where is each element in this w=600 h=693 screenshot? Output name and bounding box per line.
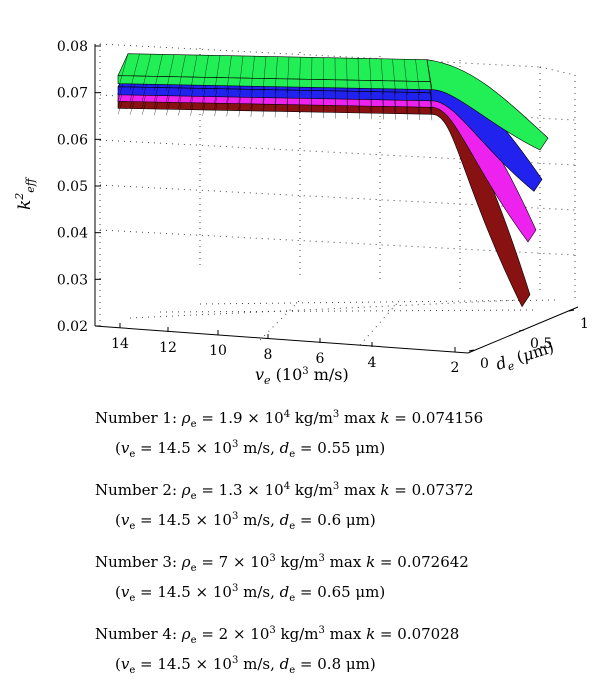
z-tick-label: 0.04 bbox=[57, 226, 88, 242]
legend-number-label: Number 1: bbox=[95, 409, 182, 427]
legend-line-2: (ve = 14.5 × 103 m/s, de = 0.6 μm) bbox=[95, 507, 595, 537]
legend-entry: Number 3: ρe = 7 × 103 kg/m3 max k = 0.0… bbox=[95, 549, 595, 609]
x-tick-label: 2 bbox=[451, 360, 460, 376]
z-axis-ticks: 0.02 0.03 0.04 0.05 0.06 0.07 0.08 bbox=[57, 39, 101, 335]
k-value: = 0.072642 bbox=[375, 553, 469, 571]
surfaces bbox=[118, 54, 548, 307]
rho-value: = 1.9 × 10 bbox=[197, 409, 284, 427]
x-tick-label: 14 bbox=[111, 336, 129, 352]
x-tick-label: 10 bbox=[209, 343, 227, 359]
k-symbol: k bbox=[366, 553, 375, 571]
legend-number-label: Number 4: bbox=[95, 625, 182, 643]
rho-unit: kg/m bbox=[276, 625, 319, 643]
rho-unit: kg/m bbox=[290, 481, 333, 499]
k-value: = 0.07028 bbox=[375, 625, 459, 643]
legend-number-label: Number 3: bbox=[95, 553, 182, 571]
de-symbol: d bbox=[280, 511, 290, 529]
legend-entry: Number 4: ρe = 2 × 103 kg/m3 max k = 0.0… bbox=[95, 621, 595, 681]
z-tick-label: 0.03 bbox=[57, 272, 88, 288]
legend-entry: Number 2: ρe = 1.3 × 104 kg/m3 max k = 0… bbox=[95, 477, 595, 537]
ve-unit: m/s, bbox=[238, 439, 279, 457]
k-symbol: k bbox=[366, 625, 375, 643]
legend-line-1: Number 2: ρe = 1.3 × 104 kg/m3 max k = 0… bbox=[95, 477, 595, 507]
ve-value: = 14.5 × 10 bbox=[135, 511, 232, 529]
z-tick-label: 0.07 bbox=[57, 86, 88, 102]
y-tick-mark bbox=[519, 330, 524, 331]
legend-line-2: (ve = 14.5 × 103 m/s, de = 0.8 μm) bbox=[95, 651, 595, 681]
z-tick-label: 0.05 bbox=[57, 179, 88, 195]
ve-unit: m/s, bbox=[238, 511, 279, 529]
legend: Number 1: ρe = 1.9 × 104 kg/m3 max k = 0… bbox=[95, 405, 595, 693]
z-axis-label: k2eff bbox=[13, 176, 37, 210]
rho-unit: kg/m bbox=[276, 553, 319, 571]
de-symbol: d bbox=[280, 655, 290, 673]
x-tick-label: 12 bbox=[159, 340, 177, 356]
max-label: max bbox=[339, 481, 380, 499]
legend-line-2: (ve = 14.5 × 103 m/s, de = 0.65 μm) bbox=[95, 579, 595, 609]
legend-number-label: Number 2: bbox=[95, 481, 182, 499]
de-value: = 0.8 μm) bbox=[295, 655, 376, 673]
legend-line-1: Number 4: ρe = 2 × 103 kg/m3 max k = 0.0… bbox=[95, 621, 595, 651]
de-value: = 0.6 μm) bbox=[295, 511, 376, 529]
max-label: max bbox=[339, 409, 380, 427]
de-value: = 0.65 μm) bbox=[295, 583, 385, 601]
k-value: = 0.074156 bbox=[389, 409, 483, 427]
x-axis-label: ve (103 m/s) bbox=[255, 365, 349, 387]
ve-unit: m/s, bbox=[238, 655, 279, 673]
ve-value: = 14.5 × 10 bbox=[135, 439, 232, 457]
k-value: = 0.07372 bbox=[389, 481, 473, 499]
max-label: max bbox=[325, 553, 366, 571]
ve-unit: m/s, bbox=[238, 583, 279, 601]
legend-line-1: Number 3: ρe = 7 × 103 kg/m3 max k = 0.0… bbox=[95, 549, 595, 579]
ve-symbol: v bbox=[121, 655, 129, 673]
y-axis-label: de (μm) bbox=[493, 337, 557, 376]
legend-line-1: Number 1: ρe = 1.9 × 104 kg/m3 max k = 0… bbox=[95, 405, 595, 435]
y-tick-label: 0 bbox=[480, 356, 489, 372]
rho-symbol: ρ bbox=[182, 625, 191, 643]
rho-value: = 2 × 10 bbox=[197, 625, 270, 643]
z-tick-label: 0.02 bbox=[57, 319, 88, 335]
ve-value: = 14.5 × 10 bbox=[135, 583, 232, 601]
rho-unit: kg/m bbox=[290, 409, 333, 427]
z-tick-label: 0.08 bbox=[57, 39, 88, 55]
rho-value: = 1.3 × 10 bbox=[197, 481, 284, 499]
x-tick-label: 8 bbox=[264, 347, 273, 363]
legend-entry: Number 1: ρe = 1.9 × 104 kg/m3 max k = 0… bbox=[95, 405, 595, 465]
max-label: max bbox=[325, 625, 366, 643]
rho-symbol: ρ bbox=[182, 553, 191, 571]
rho-value: = 7 × 10 bbox=[197, 553, 270, 571]
de-value: = 0.55 μm) bbox=[295, 439, 385, 457]
rho-symbol: ρ bbox=[182, 481, 191, 499]
de-symbol: d bbox=[280, 439, 290, 457]
de-symbol: d bbox=[280, 583, 290, 601]
x-tick-label: 4 bbox=[368, 355, 377, 371]
legend-line-2: (ve = 14.5 × 103 m/s, de = 0.55 μm) bbox=[95, 435, 595, 465]
y-tick-label: 1 bbox=[580, 316, 589, 332]
rho-symbol: ρ bbox=[182, 409, 191, 427]
z-tick-label: 0.06 bbox=[57, 132, 88, 148]
ve-value: = 14.5 × 10 bbox=[135, 655, 232, 673]
